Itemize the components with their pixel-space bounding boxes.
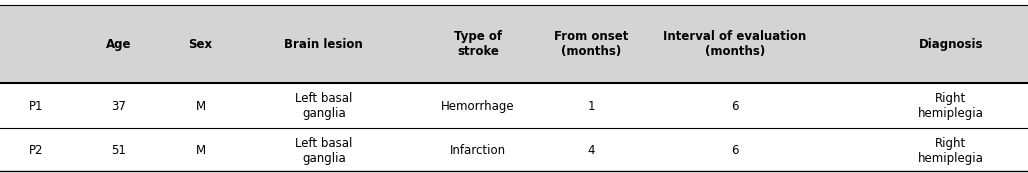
Text: 6: 6 <box>731 100 739 113</box>
Text: Diagnosis: Diagnosis <box>919 38 983 51</box>
Text: 37: 37 <box>111 100 125 113</box>
Text: P1: P1 <box>29 100 43 113</box>
Text: Hemorrhage: Hemorrhage <box>441 100 515 113</box>
Text: Interval of evaluation
(months): Interval of evaluation (months) <box>663 30 807 58</box>
Bar <box>0 5 1028 83</box>
Text: M: M <box>195 100 206 113</box>
Text: Age: Age <box>106 38 131 51</box>
Text: 4: 4 <box>587 144 595 157</box>
Text: M: M <box>195 144 206 157</box>
Text: Type of
stroke: Type of stroke <box>454 30 502 58</box>
Text: From onset
(months): From onset (months) <box>554 30 628 58</box>
Text: Sex: Sex <box>188 38 213 51</box>
Text: Brain lesion: Brain lesion <box>285 38 363 51</box>
Text: Right
hemiplegia: Right hemiplegia <box>918 136 984 165</box>
Text: Infarction: Infarction <box>450 144 506 157</box>
Text: Left basal
ganglia: Left basal ganglia <box>295 92 353 120</box>
Text: P2: P2 <box>29 144 43 157</box>
Text: Left basal
ganglia: Left basal ganglia <box>295 136 353 165</box>
Text: 51: 51 <box>111 144 125 157</box>
Text: 1: 1 <box>587 100 595 113</box>
Text: Right
hemiplegia: Right hemiplegia <box>918 92 984 120</box>
Text: 6: 6 <box>731 144 739 157</box>
